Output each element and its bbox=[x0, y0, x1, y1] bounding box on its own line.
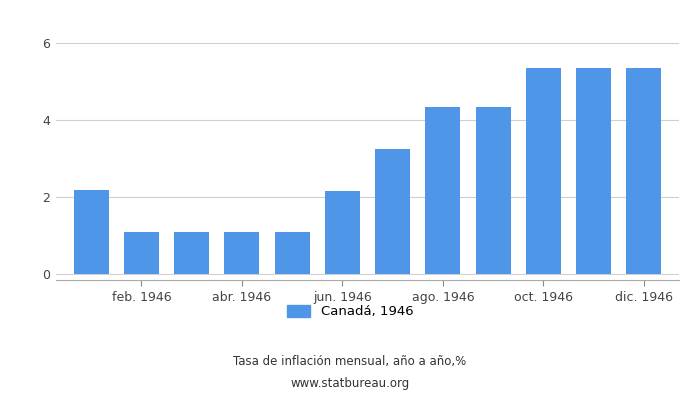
Bar bbox=[224, 232, 260, 274]
Bar bbox=[174, 232, 209, 274]
Text: www.statbureau.org: www.statbureau.org bbox=[290, 378, 410, 390]
Bar bbox=[124, 232, 159, 274]
Bar bbox=[475, 107, 511, 274]
Bar bbox=[325, 192, 360, 274]
Bar bbox=[74, 190, 108, 274]
Text: Tasa de inflación mensual, año a año,%: Tasa de inflación mensual, año a año,% bbox=[233, 356, 467, 368]
Bar bbox=[274, 232, 309, 274]
Bar bbox=[626, 68, 662, 274]
Bar bbox=[526, 68, 561, 274]
Bar bbox=[426, 107, 461, 274]
Bar bbox=[576, 68, 611, 274]
Bar bbox=[375, 149, 410, 274]
Legend: Canadá, 1946: Canadá, 1946 bbox=[281, 300, 419, 324]
